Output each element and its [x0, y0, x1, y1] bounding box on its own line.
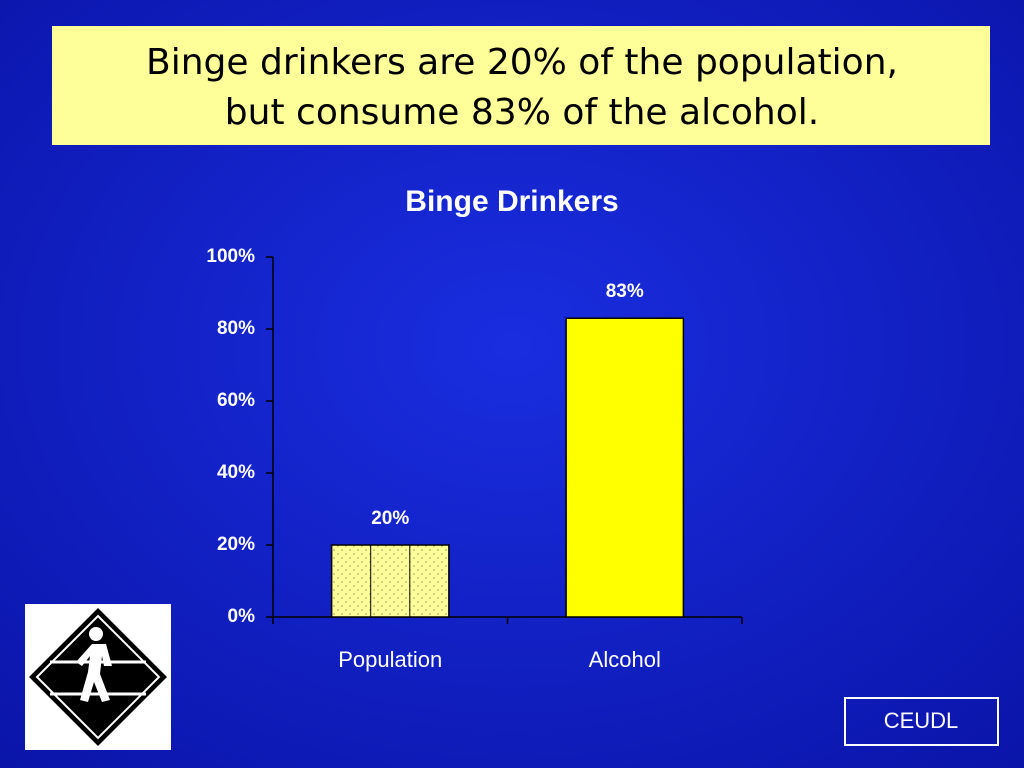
footer-box: [844, 697, 999, 746]
logo: [25, 604, 171, 750]
chart-title: Binge Drinkers: [405, 185, 618, 218]
heading-line: but consume 83% of the alcohol.: [225, 92, 819, 133]
value-label: 83%: [606, 281, 644, 302]
y-tick-label: 0%: [228, 606, 256, 627]
x-tick-label: Population: [338, 647, 442, 672]
y-tick-label: 80%: [217, 318, 255, 339]
y-tick-label: 40%: [217, 462, 255, 483]
value-label: 20%: [371, 508, 409, 529]
bar: [330, 544, 450, 618]
bar: [565, 317, 685, 618]
y-tick-label: 100%: [206, 246, 255, 267]
heading-line: Binge drinkers are 20% of the population…: [146, 42, 898, 83]
plot: 0% 20% 40% 60% 80% 100% Population 20% Alcohol 83…: [206, 246, 743, 672]
y-tick-label: 20%: [217, 534, 255, 555]
x-tick-label: Alcohol: [589, 647, 661, 672]
y-tick-label: 60%: [217, 390, 255, 411]
heading-box: [52, 26, 990, 145]
footer-label: CEUDL: [884, 708, 959, 733]
